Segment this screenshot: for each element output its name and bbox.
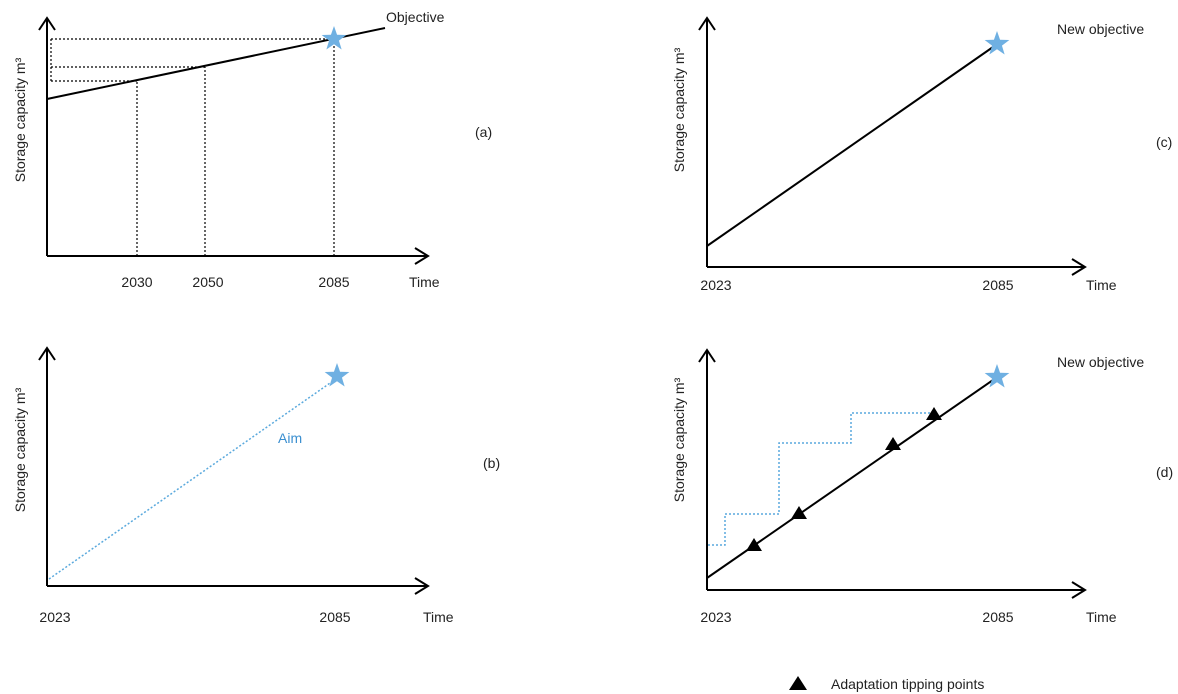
panel-d-tipping-points (746, 407, 942, 551)
panel-a-tick-2050: 2050 (192, 274, 223, 290)
panel-b: Aim Storage capacity m³ Time 2023 2085 (… (12, 346, 500, 625)
panel-d-axes (698, 348, 1087, 599)
panel-a-ylabel: Storage capacity m³ (12, 57, 28, 182)
panel-c-objective-line (706, 46, 994, 247)
panel-b-tick-2085: 2085 (319, 609, 350, 625)
panel-b-label: (b) (483, 455, 500, 471)
panel-c-tick-2085: 2085 (982, 277, 1013, 293)
tipping-point-triangle-icon (746, 538, 762, 551)
panel-b-axes (38, 346, 430, 595)
panel-d-label: (d) (1156, 464, 1173, 480)
panel-d-line-label: New objective (1057, 354, 1144, 370)
panel-d-xlabel: Time (1086, 609, 1117, 625)
panel-a-xlabel: Time (409, 274, 440, 290)
panel-d-tick-2023: 2023 (700, 609, 731, 625)
legend-triangle-icon (789, 676, 807, 690)
panel-d-ylabel: Storage capacity m³ (671, 377, 687, 502)
panel-c-axes (698, 16, 1087, 276)
panel-c: New objective Storage capacity m³ Time 2… (671, 16, 1172, 293)
tipping-point-triangle-icon (885, 437, 901, 450)
panel-b-ylabel: Storage capacity m³ (12, 387, 28, 512)
panel-b-aim-line (48, 380, 334, 580)
panel-a: Objective Storage capacity m³ Time 2030 … (12, 9, 492, 290)
panel-c-label: (c) (1156, 134, 1172, 150)
legend-label: Adaptation tipping points (831, 676, 984, 692)
panel-c-ylabel: Storage capacity m³ (671, 47, 687, 172)
panel-d: New objective Storage capacity m³ Time 2… (671, 348, 1173, 625)
panel-b-aim-label: Aim (278, 430, 302, 446)
panel-d-adaptation-pathway (708, 412, 934, 546)
panel-b-xlabel: Time (423, 609, 454, 625)
panel-b-star-icon (324, 363, 350, 387)
panel-a-line-label: Objective (386, 9, 445, 25)
panel-d-tick-2085: 2085 (982, 609, 1013, 625)
panel-a-axes (38, 16, 430, 265)
panel-b-tick-2023: 2023 (39, 609, 70, 625)
panel-c-line-label: New objective (1057, 21, 1144, 37)
tipping-point-triangle-icon (791, 506, 807, 519)
panel-c-xlabel: Time (1086, 277, 1117, 293)
panel-a-tick-2030: 2030 (121, 274, 152, 290)
legend: Adaptation tipping points (789, 676, 984, 692)
panel-a-guides (50, 38, 335, 256)
panel-a-star-icon (321, 26, 347, 50)
panel-a-tick-2085: 2085 (318, 274, 349, 290)
panel-c-tick-2023: 2023 (700, 277, 731, 293)
panel-a-label: (a) (475, 124, 492, 140)
tipping-point-triangle-icon (926, 407, 942, 420)
